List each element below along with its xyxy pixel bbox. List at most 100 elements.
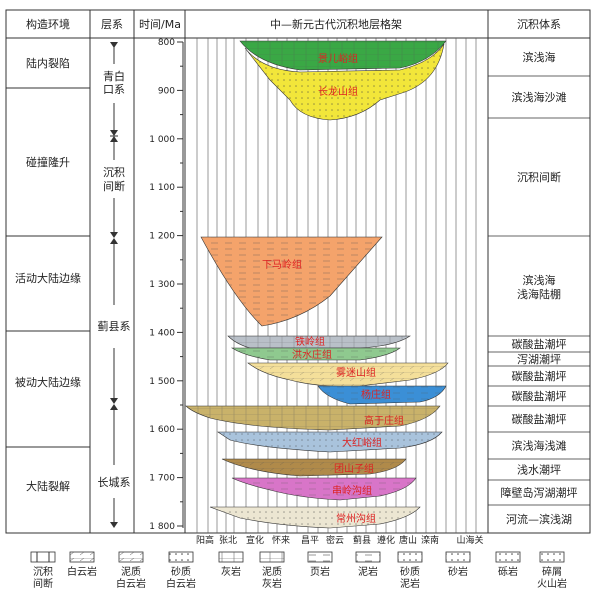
time-tick-label: 1 300 [149,280,175,290]
time-tick-label: 1 800 [149,522,175,532]
sediment-column: 滨浅海滨浅海沙滩沉积间断滨浅海浅海陆棚碳酸盐潮坪泻湖潮坪碳酸盐潮坪碳酸盐潮坪碳酸… [488,50,590,526]
sediment-label: 障壁岛泻湖潮坪 [501,486,578,500]
legend-item: 泥岩 [355,551,381,578]
legend-label: 泥质 [262,565,282,578]
sediment-label: 滨浅海沙滩 [512,90,567,104]
tectonic-3: 活动大陆边缘 [15,271,81,285]
sediment-label: 浅水潮坪 [517,463,561,477]
sediment-label: 滨浅海浅滩 [512,439,567,453]
header-system: 层系 [101,18,123,31]
system-hiatus: 沉积 间断 [103,166,125,193]
sediment-label: 碳酸盐潮坪 [512,369,567,383]
formation-hongshuizhuang-label: 洪水庄组 [292,348,332,361]
legend-label: 间断 [33,577,53,590]
legend-label: 砂质 [400,565,420,578]
formation-wumishan-label: 雾迷山组 [336,366,376,379]
location-label: 宣化 [246,534,264,546]
sediment-label: 河流—滨浅湖 [506,512,572,526]
legend-label: 沉积 [33,565,53,578]
location-label: 昌平 [301,535,319,546]
legend-label: 砾岩 [498,565,518,578]
location-label: 张北 [219,535,237,546]
formation-chuanlinggou-label: 串岭沟组 [332,484,372,497]
system-changcheng: 长城系 [98,476,131,489]
formation-tuanshanzi-label: 团山子组 [334,462,374,475]
time-tick-label: 900 [158,86,175,96]
svg-text:口系: 口系 [103,83,125,96]
legend-item: 页岩 [307,551,333,578]
sediment-label: 滨浅海 [523,273,556,287]
legend-label: 泥岩 [358,565,378,578]
legend-label: 火山岩 [537,577,567,590]
time-tick-label: 1 400 [149,328,175,338]
location-label: 怀来 [272,534,290,546]
legend-label: 砂质 [171,565,191,578]
tectonic-1: 陆内裂陷 [26,56,70,70]
legend-item: 砾岩 [495,551,521,578]
legend-label: 泥岩 [400,577,420,590]
legend-item: 沉积间断 [30,551,56,590]
location-label: 山海关 [456,534,483,546]
system-column: 青白 口系 沉积 间断 蓟县系 长城系 [98,42,131,528]
formation-dahongyu-label: 大红峪组 [342,436,382,449]
legend-item: 白云岩 [67,551,97,578]
location-label: 密云 [326,534,344,546]
time-tick-label: 800 [158,38,175,48]
time-axis: 800 900 1 000 1 100 1 200 1 300 1 400 1 500 1 60… [149,38,184,532]
tectonic-2: 碰撞隆升 [26,155,70,169]
time-tick-label: 1 000 [149,135,175,145]
location-label: 唐山 [399,534,417,546]
formation-changzhougou-label: 常州沟组 [336,512,376,525]
legend-item: 砂岩 [445,551,471,578]
header-sediment: 沉积体系 [517,17,561,31]
sediment-label: 碳酸盐潮坪 [512,389,567,403]
legend-label: 白云岩 [166,577,196,590]
sediment-label: 泻湖潮坪 [517,352,561,366]
legend-label: 白云岩 [116,577,146,590]
formation-xiamaling-label: 下马岭组 [262,258,302,271]
sediment-label: 滨浅海 [523,50,556,64]
time-tick-label: 1 600 [149,425,175,435]
sediment-label: 沉积间断 [517,170,561,184]
time-tick-label: 1 700 [149,474,175,484]
legend-label: 灰岩 [221,565,241,578]
svg-text:沉积: 沉积 [103,166,125,179]
svg-text:青白: 青白 [103,69,125,83]
time-tick-label: 1 100 [149,183,175,193]
formation-yangzhuang-label: 杨庄组 [361,388,391,401]
location-label: 滦南 [421,534,439,546]
legend-label: 白云岩 [67,565,97,578]
formation-jingeryu-label: 景儿峪组 [318,52,358,65]
location-label: 蓟县 [353,534,371,546]
header-tectonic: 构造环境 [26,17,70,31]
legend-item: 灰岩 [218,551,244,578]
location-label: 遵化 [377,534,395,546]
sediment-label: 碳酸盐潮坪 [512,337,567,351]
legend-label: 灰岩 [262,577,282,590]
legend-label: 泥质 [121,565,141,578]
sediment-label: 碳酸盐潮坪 [512,412,567,426]
formation-bodies: 景儿峪组 长龙山组 下马岭组 铁岭组 洪水庄组 雾迷山组 杨庄组 高于庄组 大红 [185,40,449,529]
formation-tieling-label: 铁岭组 [295,335,325,348]
tectonic-5: 大陆裂解 [26,479,70,493]
tectonic-4: 被动大陆边缘 [15,375,81,389]
tectonic-column: 陆内裂陷 碰撞隆升 活动大陆边缘 被动大陆边缘 大陆裂解 [6,56,90,493]
header-time: 时间/Ma [139,18,181,31]
table-frame [5,9,591,534]
formation-changlongshan-label: 长龙山组 [318,85,358,98]
svg-text:间断: 间断 [103,179,125,193]
legend-label: 页岩 [310,565,330,578]
location-label: 阳高 [196,534,214,546]
sediment-label: 浅海陆棚 [517,287,561,301]
system-qingbaikou: 青白 口系 [103,69,125,96]
formation-gaoyuzhuang-label: 高于庄组 [364,414,404,427]
time-tick-label: 1 200 [149,232,175,242]
time-tick-label: 1 500 [149,377,175,387]
